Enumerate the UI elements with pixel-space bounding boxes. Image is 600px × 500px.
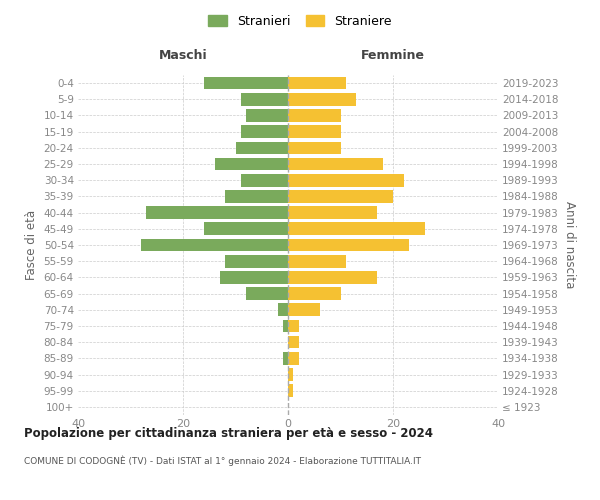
Bar	[215, 158, 288, 170]
Bar	[288, 238, 409, 252]
Bar	[288, 271, 377, 283]
Bar	[277, 304, 288, 316]
Bar	[288, 255, 346, 268]
Text: COMUNE DI CODOGNÈ (TV) - Dati ISTAT al 1° gennaio 2024 - Elaborazione TUTTITALIA: COMUNE DI CODOGNÈ (TV) - Dati ISTAT al 1…	[24, 455, 421, 466]
Text: Maschi: Maschi	[158, 49, 208, 62]
Bar	[288, 93, 356, 106]
Bar	[141, 238, 288, 252]
Legend: Stranieri, Straniere: Stranieri, Straniere	[205, 11, 395, 32]
Bar	[288, 304, 320, 316]
Bar	[288, 142, 341, 154]
Bar	[288, 109, 341, 122]
Bar	[246, 288, 288, 300]
Bar	[241, 126, 288, 138]
Text: Femmine: Femmine	[361, 49, 425, 62]
Bar	[288, 352, 299, 364]
Bar	[288, 158, 383, 170]
Bar	[288, 288, 341, 300]
Bar	[288, 77, 346, 90]
Bar	[146, 206, 288, 219]
Bar	[288, 368, 293, 381]
Bar	[288, 320, 299, 332]
Bar	[288, 126, 341, 138]
Y-axis label: Fasce di età: Fasce di età	[25, 210, 38, 280]
Bar	[288, 190, 393, 202]
Bar	[246, 109, 288, 122]
Bar	[288, 336, 299, 348]
Bar	[225, 190, 288, 202]
Bar	[204, 77, 288, 90]
Bar	[283, 320, 288, 332]
Text: Popolazione per cittadinanza straniera per età e sesso - 2024: Popolazione per cittadinanza straniera p…	[24, 428, 433, 440]
Bar	[288, 222, 425, 235]
Y-axis label: Anni di nascita: Anni di nascita	[563, 202, 575, 288]
Bar	[288, 384, 293, 397]
Bar	[225, 255, 288, 268]
Bar	[235, 142, 288, 154]
Bar	[241, 93, 288, 106]
Bar	[220, 271, 288, 283]
Bar	[283, 352, 288, 364]
Bar	[288, 174, 404, 186]
Bar	[288, 206, 377, 219]
Bar	[241, 174, 288, 186]
Bar	[204, 222, 288, 235]
